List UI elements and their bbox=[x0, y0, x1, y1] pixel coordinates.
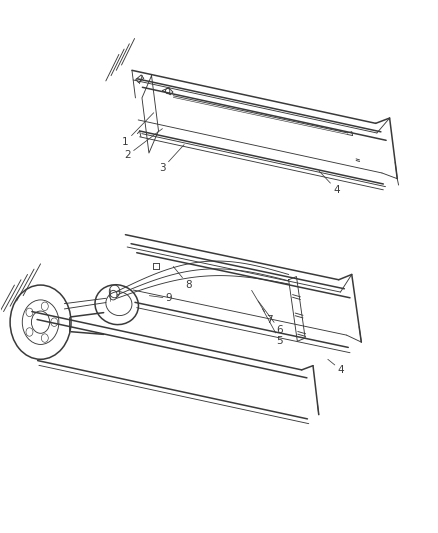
Text: 5: 5 bbox=[262, 309, 283, 346]
Text: 6: 6 bbox=[258, 301, 283, 335]
Text: 7: 7 bbox=[252, 290, 272, 325]
Text: 2: 2 bbox=[124, 128, 162, 160]
Text: 4: 4 bbox=[328, 359, 344, 375]
Text: 8: 8 bbox=[173, 266, 192, 290]
Text: 9: 9 bbox=[149, 293, 172, 303]
Text: 3: 3 bbox=[159, 144, 184, 173]
Text: 4: 4 bbox=[319, 171, 340, 195]
Text: 1: 1 bbox=[122, 113, 154, 147]
